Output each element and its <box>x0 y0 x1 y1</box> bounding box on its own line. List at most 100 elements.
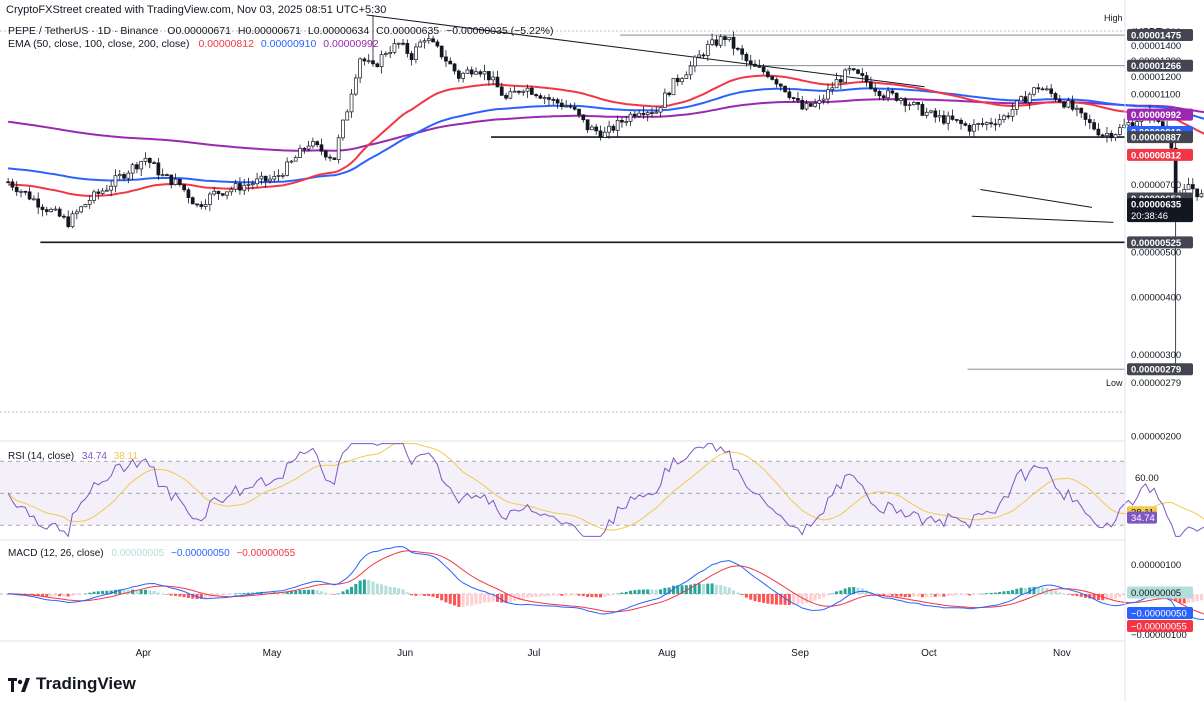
macd-histogram-bar <box>912 594 916 597</box>
macd-histogram-bar <box>629 590 633 594</box>
candle-body <box>525 87 530 92</box>
candle-body <box>590 126 594 131</box>
candle-body <box>688 65 693 76</box>
candle <box>967 123 972 136</box>
candle-body <box>461 72 465 79</box>
price-tick-label: 0.00001200 <box>1131 72 1181 83</box>
macd-histogram-bar <box>590 594 594 598</box>
candle-body <box>414 46 418 60</box>
candle-body <box>336 137 341 160</box>
macd-histogram-bar <box>963 594 967 596</box>
candle-body <box>594 126 599 132</box>
change-value: −0.00000035 (−5.22%) <box>446 25 553 37</box>
candle <box>1096 123 1101 137</box>
trendline <box>366 14 925 88</box>
candle <box>105 185 109 192</box>
macd-histogram-bar <box>358 580 362 594</box>
macd-tag-bg <box>1127 620 1193 632</box>
candle-body <box>53 208 58 211</box>
candle <box>1109 130 1114 142</box>
candle-body <box>796 98 800 101</box>
candle-body <box>787 91 792 98</box>
macd-histogram-bar <box>79 594 83 595</box>
candle <box>1010 102 1015 122</box>
macd-histogram-bar <box>633 590 637 594</box>
macd-histogram-bar <box>757 594 761 603</box>
candle-body <box>66 216 71 227</box>
candle-body <box>899 98 903 101</box>
candle-body <box>40 206 45 210</box>
macd-histogram-bar <box>375 583 379 594</box>
candle <box>186 187 191 204</box>
macd-histogram-bar <box>302 589 306 594</box>
macd-histogram-bar <box>1036 586 1040 594</box>
macd-histogram-bar <box>508 594 512 602</box>
candle <box>529 85 534 96</box>
candle <box>813 98 817 108</box>
candle-body <box>770 76 775 80</box>
candle-body <box>620 120 624 123</box>
macd-histogram-bar <box>1118 594 1122 598</box>
candle <box>19 189 23 198</box>
candle-body <box>663 92 667 108</box>
macd-histogram-bar <box>221 594 225 596</box>
candle <box>830 81 835 95</box>
candle <box>448 57 453 65</box>
ema-legend[interactable]: EMA (50, close, 100, close, 200, close) … <box>8 38 379 50</box>
candle <box>238 177 242 195</box>
macd-histogram-bar <box>908 594 912 598</box>
candle-body <box>349 93 354 113</box>
symbol-legend[interactable]: PEPE / TetherUS · 1D · Binance O0.000006… <box>8 25 554 37</box>
candle-body <box>671 77 676 96</box>
candle <box>135 162 139 174</box>
candle <box>272 171 277 183</box>
candle <box>620 117 624 128</box>
candle <box>727 36 732 42</box>
candle <box>607 120 611 139</box>
candle-body <box>740 48 744 55</box>
macd-histogram-bar <box>805 594 809 603</box>
candle-body <box>491 76 496 81</box>
macd-histogram-bar <box>49 594 53 597</box>
candle <box>1186 177 1191 190</box>
candle-body <box>366 60 371 63</box>
candle <box>229 186 234 196</box>
macd-histogram-bar <box>762 594 766 603</box>
candle <box>693 54 697 73</box>
candle-body <box>1100 134 1105 137</box>
candle <box>456 69 461 83</box>
candle-body <box>980 123 985 125</box>
candle-body <box>1105 132 1109 137</box>
candle <box>199 201 204 210</box>
candle <box>165 173 169 176</box>
candle <box>87 195 92 209</box>
candle <box>435 39 440 48</box>
candle-body <box>242 184 247 191</box>
macd-histogram-bar <box>856 587 860 594</box>
candle <box>847 65 852 75</box>
macd-legend[interactable]: MACD (12, 26, close) 0.00000005 −0.00000… <box>8 548 296 559</box>
macd-histogram-bar <box>1028 587 1032 594</box>
price-tick-label: 0.00000400 <box>1131 292 1181 303</box>
macd-histogram-bar <box>877 594 881 595</box>
macd-histogram-bar <box>895 594 899 597</box>
macd-histogram-bar <box>526 594 530 598</box>
candle-body <box>585 119 590 131</box>
macd-histogram-bar <box>483 594 487 603</box>
candle <box>602 126 607 139</box>
candle <box>705 40 710 61</box>
candle-body <box>735 47 740 50</box>
candle <box>302 147 307 154</box>
macd-histogram-bar <box>624 591 628 594</box>
rsi-legend[interactable]: RSI (14, close) 34.74 38.11 <box>8 451 138 462</box>
candle <box>950 109 955 121</box>
candle-body <box>143 157 148 162</box>
candle-body <box>362 58 367 62</box>
candle <box>160 168 165 177</box>
macd-histogram-bar <box>882 594 886 596</box>
candle-body <box>615 120 620 131</box>
candle-body <box>195 203 199 206</box>
macd-histogram-bar <box>307 589 311 594</box>
candle-body <box>1122 124 1126 129</box>
